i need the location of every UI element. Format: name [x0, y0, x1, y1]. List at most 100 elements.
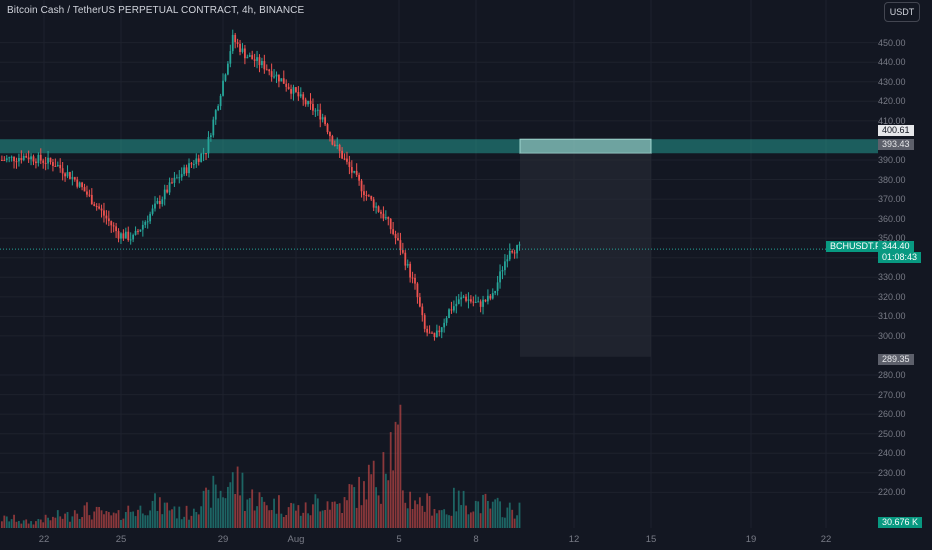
- volume-bar: [120, 519, 122, 528]
- price-tick-label: 430.00: [878, 76, 906, 87]
- volume-bar: [499, 501, 501, 528]
- candle-body: [501, 270, 504, 272]
- volume-bar: [158, 497, 161, 528]
- candle-body: [487, 295, 489, 302]
- price-tick-label: 350.00: [878, 233, 906, 244]
- time-tick-label: 8: [473, 534, 479, 545]
- candle-body: [399, 240, 402, 251]
- candle-body: [270, 71, 273, 77]
- candle-body: [316, 109, 319, 111]
- demand-zone: [0, 139, 878, 154]
- volume-bar: [392, 470, 395, 528]
- price-tick-label: 390.00: [878, 154, 906, 165]
- volume-bar: [139, 505, 142, 528]
- candle-body: [231, 34, 234, 52]
- volume-bar: [370, 474, 373, 528]
- price-tick-label: 300.00: [878, 330, 906, 341]
- candle-body: [448, 309, 450, 318]
- candle-body: [18, 158, 20, 162]
- candle-body: [499, 271, 501, 283]
- volume-bar: [69, 521, 71, 528]
- candle-body: [295, 87, 297, 92]
- zone-bottom-tag: 393.43: [878, 139, 914, 150]
- candle-body: [234, 34, 237, 43]
- volume-bar: [358, 476, 361, 528]
- candle-body: [86, 191, 88, 195]
- candle-body: [229, 51, 232, 64]
- candle-body: [42, 160, 45, 163]
- volume-bar: [81, 517, 83, 528]
- candle-body: [141, 224, 144, 230]
- candle-body: [200, 153, 203, 162]
- candle-body: [455, 303, 458, 307]
- volume-bar: [190, 515, 193, 528]
- currency-button[interactable]: USDT: [884, 2, 920, 22]
- price-tick-label: 410.00: [878, 115, 906, 126]
- candle-body: [411, 277, 414, 279]
- volume-bar: [350, 484, 353, 528]
- volume-bar: [445, 514, 448, 528]
- volume-bar: [299, 515, 302, 528]
- candle-body: [336, 144, 339, 147]
- price-tick-label: 420.00: [878, 96, 906, 107]
- volume-bar: [278, 495, 280, 528]
- volume-bar: [319, 511, 322, 528]
- volume-bar: [231, 472, 234, 528]
- candle-body: [358, 174, 361, 181]
- volume-bar: [52, 516, 54, 528]
- candle-body: [494, 290, 497, 294]
- volume-bar: [129, 511, 132, 528]
- volume-tag: 30.676 K: [878, 517, 923, 528]
- volume-bar: [363, 481, 365, 528]
- candle-body: [13, 156, 15, 162]
- candle-body: [438, 330, 441, 333]
- candle-body: [496, 282, 499, 291]
- candle-body: [244, 48, 246, 59]
- candle-body: [39, 154, 42, 161]
- candle-body: [258, 57, 261, 66]
- candle-body: [222, 80, 224, 96]
- volume-bar: [188, 519, 190, 528]
- volume-bar: [59, 516, 62, 528]
- volume-bar: [15, 521, 18, 528]
- candle-body: [149, 213, 152, 222]
- volume-bar: [175, 518, 178, 528]
- candle-body: [32, 156, 35, 162]
- volume-bar: [479, 513, 482, 528]
- candle-body: [465, 296, 467, 301]
- candle-body: [414, 277, 416, 284]
- candle-body: [341, 150, 343, 159]
- volume-bar: [248, 498, 251, 528]
- candle-body: [110, 221, 113, 226]
- candle-body: [457, 299, 460, 304]
- price-tick-label: 250.00: [878, 428, 906, 439]
- candle-body: [202, 153, 205, 155]
- candle-body: [518, 244, 521, 246]
- volume-bar: [20, 523, 23, 528]
- price-tick-label: 370.00: [878, 194, 906, 205]
- volume-bar: [149, 510, 152, 528]
- candle-body: [192, 164, 195, 166]
- volume-bar: [401, 490, 404, 528]
- candle-body: [467, 299, 470, 301]
- volume-bar: [438, 510, 441, 528]
- volume-bar: [30, 521, 32, 528]
- candle-body: [404, 252, 407, 266]
- candle-body: [124, 231, 127, 239]
- volume-bar: [418, 497, 421, 528]
- candle-body: [66, 172, 69, 177]
- volume-bar: [469, 512, 472, 528]
- candle-body: [49, 157, 52, 163]
- candle-body: [178, 177, 181, 179]
- zone-top-tag: 400.61: [878, 125, 914, 136]
- volume-bar: [270, 510, 273, 528]
- candle-body: [54, 166, 57, 168]
- candle-body: [1, 159, 3, 161]
- candle-body: [224, 74, 227, 81]
- candle-body: [282, 78, 285, 84]
- candle-body: [10, 156, 13, 158]
- volume-bar: [261, 497, 263, 528]
- volume-bar: [360, 505, 363, 528]
